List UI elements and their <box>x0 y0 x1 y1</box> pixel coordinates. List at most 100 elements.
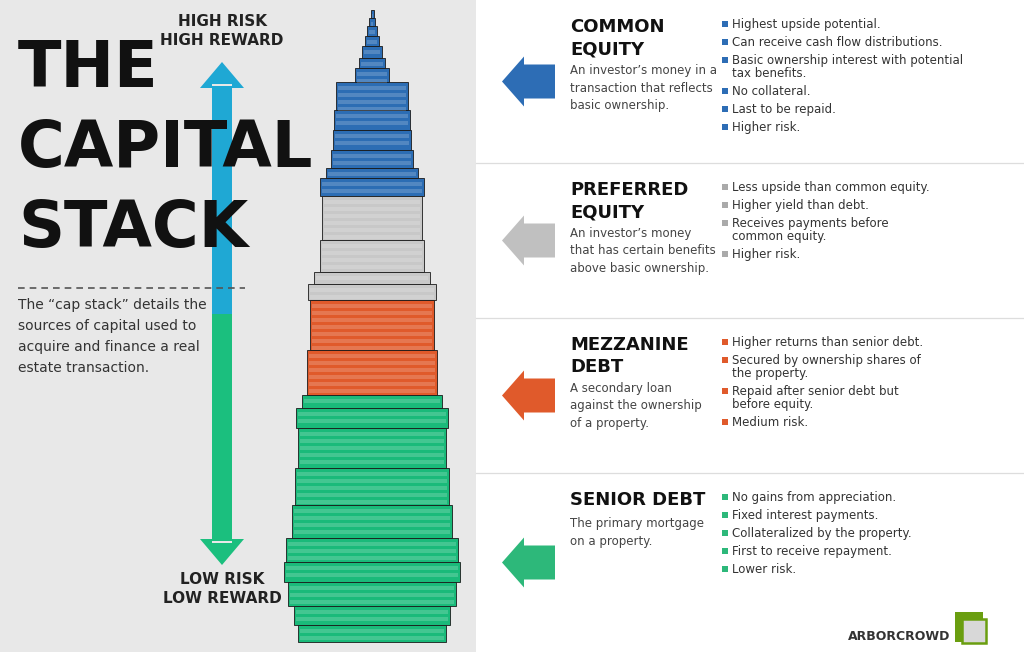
Bar <box>290 593 454 597</box>
Bar <box>365 36 379 46</box>
Bar <box>319 178 424 196</box>
Bar <box>722 419 728 425</box>
Bar <box>324 200 420 203</box>
Bar <box>371 22 373 25</box>
Bar <box>324 214 420 218</box>
Bar <box>324 235 420 239</box>
Text: STACK: STACK <box>18 198 248 260</box>
Bar <box>336 121 408 125</box>
Bar <box>294 516 450 520</box>
Bar <box>300 453 444 456</box>
Text: COMMON
EQUITY: COMMON EQUITY <box>570 18 665 58</box>
Bar <box>324 221 420 224</box>
Text: LOW RISK
LOW REWARD: LOW RISK LOW REWARD <box>163 572 282 606</box>
Bar <box>722 88 728 94</box>
Bar <box>722 39 728 45</box>
Bar <box>309 361 435 364</box>
Bar <box>297 472 447 475</box>
Bar <box>322 258 422 261</box>
Bar <box>722 388 728 394</box>
Bar <box>307 350 437 395</box>
Bar <box>286 566 458 569</box>
Bar <box>300 432 444 436</box>
Bar <box>212 314 232 541</box>
Bar <box>292 505 452 538</box>
Bar <box>288 582 456 606</box>
Bar <box>322 182 422 186</box>
Bar <box>298 412 446 415</box>
Bar <box>288 549 456 552</box>
Text: Secured by ownership shares of: Secured by ownership shares of <box>732 354 921 367</box>
Text: PREFERRED
EQUITY: PREFERRED EQUITY <box>570 181 688 221</box>
Bar <box>338 93 406 96</box>
Text: ARBORCROWD: ARBORCROWD <box>848 630 950 643</box>
Bar <box>302 395 442 408</box>
Bar <box>310 295 434 299</box>
Text: before equity.: before equity. <box>732 398 813 411</box>
Bar <box>286 538 458 562</box>
Bar <box>338 100 406 104</box>
Bar <box>322 244 422 248</box>
Bar <box>312 325 432 329</box>
Bar <box>300 629 444 632</box>
Bar <box>333 161 411 164</box>
Bar <box>369 18 375 26</box>
Bar <box>288 542 456 546</box>
Text: common equity.: common equity. <box>732 230 826 243</box>
Text: tax benefits.: tax benefits. <box>732 67 806 80</box>
Bar <box>324 207 420 211</box>
FancyArrow shape <box>200 62 244 88</box>
Bar <box>295 468 449 505</box>
Bar <box>300 460 444 464</box>
Bar <box>309 389 435 393</box>
Text: Repaid after senior debt but: Repaid after senior debt but <box>732 385 899 398</box>
FancyArrow shape <box>200 539 244 565</box>
Bar <box>297 479 447 482</box>
Bar <box>296 610 449 614</box>
Text: CAPITAL: CAPITAL <box>18 118 313 180</box>
Bar <box>309 375 435 379</box>
Bar <box>322 251 422 254</box>
Bar <box>722 57 728 63</box>
Bar <box>294 606 450 625</box>
Text: THE: THE <box>18 38 159 100</box>
Text: Fixed interest payments.: Fixed interest payments. <box>732 509 879 522</box>
Text: An investor’s money in a
transaction that reflects
basic ownership.: An investor’s money in a transaction tha… <box>570 64 717 112</box>
FancyArrow shape <box>502 370 555 421</box>
Bar <box>297 486 447 490</box>
Bar <box>371 10 374 18</box>
Text: Less upside than common equity.: Less upside than common equity. <box>732 181 930 194</box>
Bar <box>334 110 410 130</box>
Bar <box>962 619 986 643</box>
Text: Medium risk.: Medium risk. <box>732 416 808 429</box>
Bar <box>333 130 411 150</box>
Bar <box>722 220 728 226</box>
Text: First to receive repayment.: First to receive repayment. <box>732 545 892 558</box>
Bar <box>722 184 728 190</box>
Text: the property.: the property. <box>732 367 808 380</box>
Bar <box>312 332 432 336</box>
Bar <box>294 509 450 512</box>
Text: Highest upside potential.: Highest upside potential. <box>732 18 881 31</box>
Text: Higher yield than debt.: Higher yield than debt. <box>732 199 869 212</box>
Text: Last to be repaid.: Last to be repaid. <box>732 103 836 116</box>
Text: The primary mortgage
on a property.: The primary mortgage on a property. <box>570 517 705 548</box>
Bar <box>212 86 232 314</box>
Bar <box>312 318 432 321</box>
Bar <box>722 566 728 572</box>
Bar <box>326 168 418 178</box>
Text: No gains from appreciation.: No gains from appreciation. <box>732 491 896 504</box>
Bar <box>367 26 377 36</box>
Text: Higher returns than senior debt.: Higher returns than senior debt. <box>732 336 923 349</box>
Text: SENIOR DEBT: SENIOR DEBT <box>570 491 706 509</box>
Bar <box>722 251 728 257</box>
FancyArrow shape <box>502 216 555 265</box>
Bar <box>314 272 430 284</box>
Bar <box>286 573 458 576</box>
Bar <box>324 228 420 231</box>
Bar <box>309 368 435 372</box>
Text: Higher risk.: Higher risk. <box>732 121 800 134</box>
Bar <box>296 617 449 621</box>
Text: Lower risk.: Lower risk. <box>732 563 796 576</box>
Text: An investor’s money
that has certain benefits
above basic ownership.: An investor’s money that has certain ben… <box>570 227 716 275</box>
